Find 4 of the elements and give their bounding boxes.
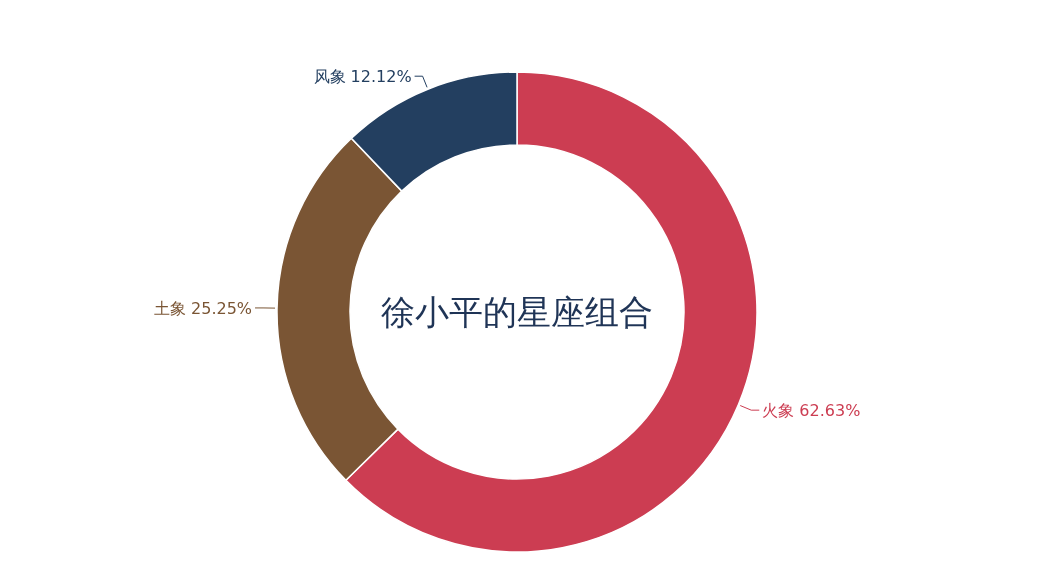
slice-label: 火象 62.63% [762,401,861,421]
slice-label: 风象 12.12% [313,67,412,87]
slice-label: 土象 25.25% [153,298,253,318]
text: 徐小平的星座组合 [381,292,653,332]
